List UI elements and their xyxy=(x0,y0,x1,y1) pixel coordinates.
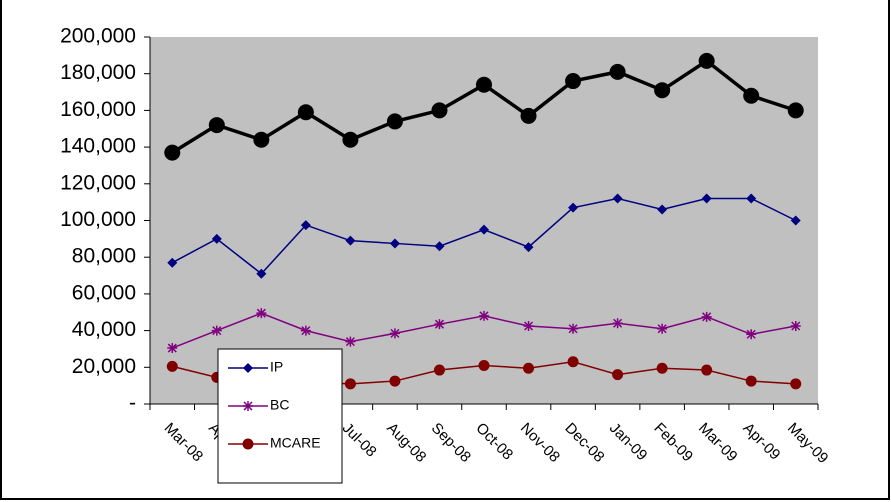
point xyxy=(211,325,222,336)
point xyxy=(567,356,579,368)
point xyxy=(389,238,400,249)
point xyxy=(167,257,178,268)
point xyxy=(656,362,668,374)
point xyxy=(253,131,270,148)
point xyxy=(698,52,715,69)
point xyxy=(297,104,314,121)
y-tick-label: 40,000 xyxy=(72,318,136,341)
y-tick-label: 100,000 xyxy=(60,208,136,231)
y-tick-label: 140,000 xyxy=(60,135,136,158)
point xyxy=(745,375,757,387)
y-tick-label: 120,000 xyxy=(60,171,136,194)
point xyxy=(431,102,448,119)
point xyxy=(612,193,623,204)
point xyxy=(657,323,668,334)
point xyxy=(345,235,356,246)
y-tick-label: 60,000 xyxy=(72,281,136,304)
legend-box xyxy=(217,348,343,484)
point xyxy=(344,378,356,390)
y-tick-label: 80,000 xyxy=(72,245,136,268)
point xyxy=(568,323,579,334)
point xyxy=(479,224,489,235)
point xyxy=(790,378,802,390)
y-tick-label: 180,000 xyxy=(60,61,136,84)
point xyxy=(243,401,253,411)
y-tick-label: - xyxy=(129,392,136,415)
point xyxy=(300,220,311,231)
y-tick-label: 20,000 xyxy=(72,355,136,378)
point xyxy=(701,364,713,376)
point xyxy=(790,215,801,226)
point xyxy=(612,318,623,329)
point xyxy=(476,76,492,93)
point xyxy=(389,375,401,387)
point xyxy=(565,73,582,90)
point xyxy=(479,310,489,321)
point xyxy=(166,360,178,372)
point xyxy=(523,362,535,374)
point xyxy=(790,321,801,332)
point xyxy=(746,329,757,340)
point xyxy=(167,343,178,354)
point xyxy=(746,193,757,204)
point xyxy=(342,131,359,148)
point xyxy=(701,311,712,322)
plot-area xyxy=(150,37,818,404)
point xyxy=(654,82,671,99)
point xyxy=(164,144,181,161)
point xyxy=(433,364,445,376)
point xyxy=(208,117,225,134)
point xyxy=(386,113,403,130)
point xyxy=(701,193,712,204)
y-tick-label: 200,000 xyxy=(60,25,136,48)
point xyxy=(523,321,534,332)
point xyxy=(609,63,626,80)
point xyxy=(787,102,804,119)
point xyxy=(743,87,760,104)
legend-label: IP xyxy=(270,359,283,375)
point xyxy=(434,241,445,252)
y-tick-label: 160,000 xyxy=(60,98,136,121)
point xyxy=(300,325,311,336)
point xyxy=(243,363,253,373)
point xyxy=(478,359,490,371)
point xyxy=(434,319,445,330)
point xyxy=(520,107,537,124)
legend-label: BC xyxy=(270,397,289,413)
point xyxy=(256,308,267,319)
legend-label: MCARE xyxy=(270,435,321,451)
point xyxy=(389,328,400,339)
point xyxy=(345,336,356,347)
point xyxy=(523,242,534,253)
point xyxy=(568,202,579,213)
point xyxy=(211,233,222,244)
point xyxy=(612,369,624,381)
point xyxy=(256,268,267,279)
point xyxy=(242,438,254,450)
point xyxy=(657,204,668,215)
